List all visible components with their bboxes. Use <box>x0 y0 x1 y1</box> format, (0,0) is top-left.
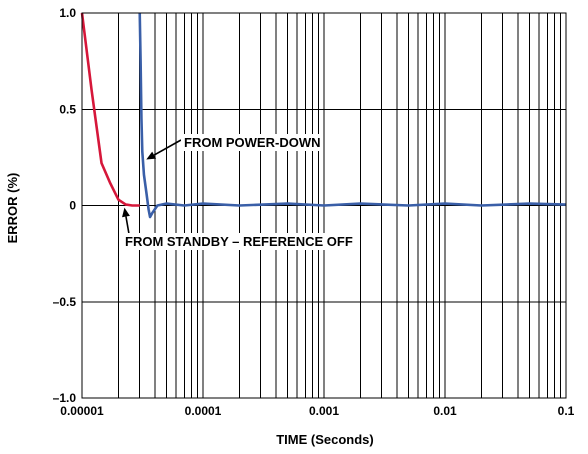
annotation-from-standby-reference-off: FROM STANDBY – REFERENCE OFF <box>125 234 353 249</box>
y-tick-label: 0.5 <box>59 102 76 116</box>
annotation-arrow-power-down <box>153 139 182 156</box>
x-tick-label: 0.0001 <box>185 404 222 418</box>
annotation-from-power-down: FROM POWER-DOWN <box>184 135 320 150</box>
series-layer <box>80 12 567 219</box>
x-tick-label: 0.1 <box>558 404 575 418</box>
annotation-arrowhead-standby <box>122 207 130 218</box>
y-axis-title: ERROR (%) <box>5 173 20 244</box>
y-tick-label: –1.0 <box>53 391 77 405</box>
x-tick-label: 0.001 <box>309 404 339 418</box>
y-tick-label: 1.0 <box>59 6 76 20</box>
plot-frame <box>81 12 567 399</box>
x-tick-labels: 0.00001 0.0001 0.001 0.01 0.1 <box>60 404 574 418</box>
annotation-label-bg-standby <box>122 233 356 250</box>
series-line-1 <box>80 12 140 207</box>
x-tick-label: 0.01 <box>433 404 457 418</box>
y-tick-label: –0.5 <box>53 295 77 309</box>
annotation-arrow-standby <box>125 216 130 235</box>
annotation-label-bg-power-down <box>181 134 324 151</box>
annotations: FROM POWER-DOWN FROM STANDBY – REFERENCE… <box>122 134 356 250</box>
y-tick-label: 0 <box>69 199 76 213</box>
x-axis-title: TIME (Seconds) <box>276 432 374 447</box>
series-line-2 <box>138 12 567 219</box>
x-tick-label: 0.00001 <box>60 404 104 418</box>
annotation-arrowhead-power-down <box>146 151 157 160</box>
y-tick-labels: 1.0 0.5 0 –0.5 –1.0 <box>53 6 77 405</box>
